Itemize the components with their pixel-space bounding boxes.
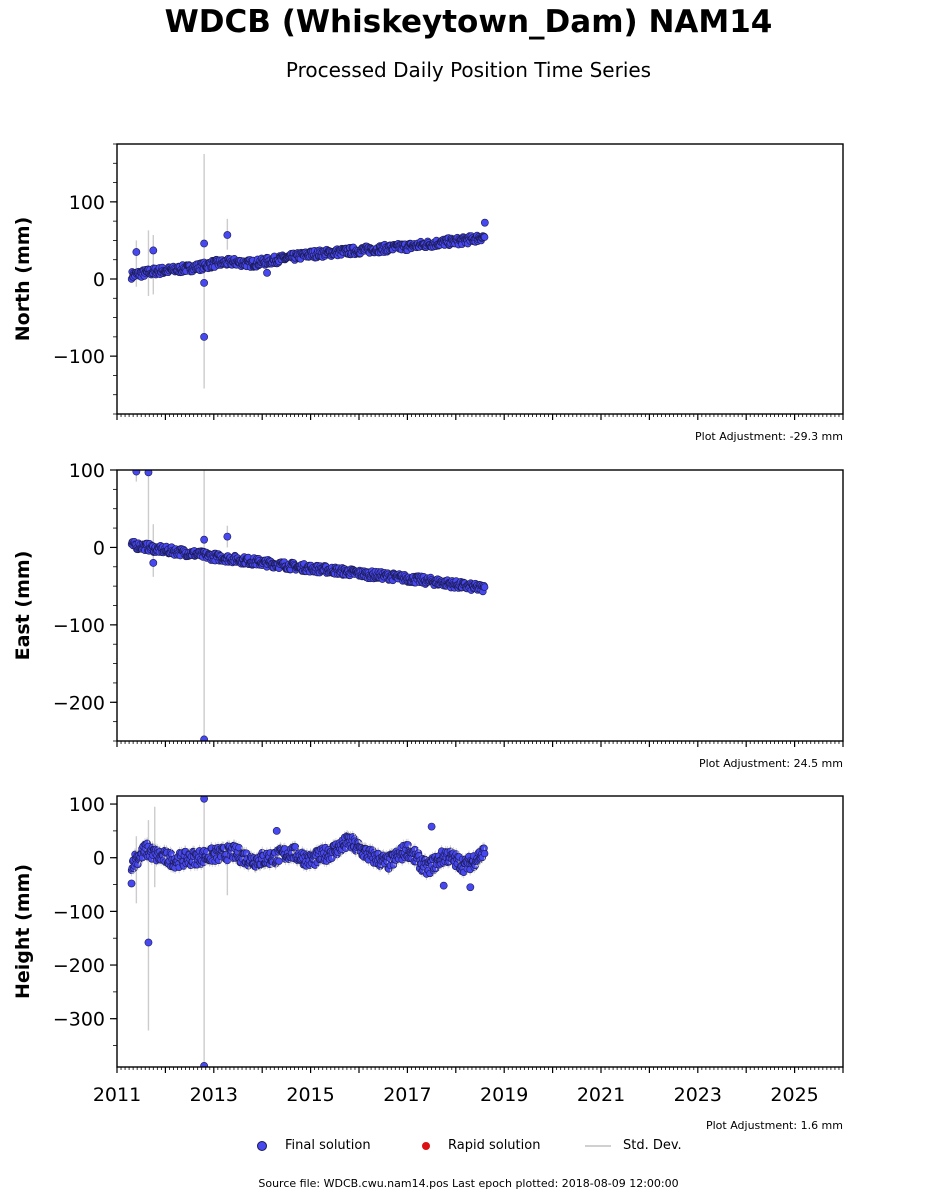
y-tick-label: −100	[53, 901, 105, 923]
final-solution-outlier	[427, 822, 436, 831]
final-solution-outlier	[200, 796, 209, 803]
plot-2-marks	[127, 796, 489, 1067]
plot-adjustment-label: Plot Adjustment: 24.5 mm	[699, 757, 843, 770]
chart-subtitle: Processed Daily Position Time Series	[285, 58, 652, 82]
y-tick-label: −200	[53, 692, 105, 714]
plot-frame	[116, 795, 844, 1068]
final-solution-outlier	[200, 1062, 209, 1067]
final-solution-point	[480, 233, 489, 241]
final-solution-outlier	[144, 938, 153, 947]
final-solution-outlier	[200, 735, 209, 741]
legend-final-label: Final solution	[285, 1138, 371, 1153]
legend-final: Final solution	[257, 1138, 371, 1153]
y-tick-label: 0	[93, 269, 105, 291]
plot-adjustment-label: Plot Adjustment: -29.3 mm	[695, 430, 843, 443]
y-axis-label: East (mm)	[12, 551, 34, 661]
final-solution-point	[480, 849, 489, 858]
legend-rapid-label: Rapid solution	[448, 1138, 541, 1153]
y-tick-label: −100	[53, 346, 105, 368]
plot-adjustment-label: Plot Adjustment: 1.6 mm	[706, 1119, 843, 1132]
stddev-line-icon	[585, 1144, 611, 1147]
y-tick-label: 0	[93, 537, 105, 559]
final-solution-outlier	[127, 879, 136, 888]
source-footer: Source file: WDCB.cwu.nam14.pos Last epo…	[258, 1177, 679, 1190]
final-solution-outlier	[132, 470, 141, 476]
legend-rapid: Rapid solution	[422, 1138, 540, 1153]
final-solution-outlier	[439, 881, 448, 890]
legend-stddev-label: Std. Dev.	[623, 1138, 682, 1153]
plot-1-marks	[127, 470, 489, 741]
chart-title: WDCB (Whiskeytown_Dam) NAM14	[164, 4, 773, 40]
y-tick-label: 100	[69, 192, 105, 214]
final-solution-point	[291, 843, 300, 851]
y-axis-label: North (mm)	[12, 217, 34, 342]
y-axis-label: Height (mm)	[12, 864, 34, 999]
final-solution-outlier	[200, 535, 209, 544]
x-tick-label: 2023	[674, 1084, 722, 1106]
legend-stddev: Std. Dev.	[585, 1138, 682, 1153]
y-tick-label: 0	[93, 848, 105, 870]
final-solution-outlier	[223, 231, 232, 239]
final-solution-outlier	[200, 278, 209, 287]
final-solution-outlier	[223, 532, 232, 541]
final-solution-outlier	[200, 239, 209, 248]
rapid-marker-icon	[422, 1141, 430, 1150]
plot-0-marks	[127, 154, 489, 389]
x-tick-label: 2025	[770, 1084, 818, 1106]
final-solution-outlier	[144, 470, 153, 477]
final-solution-outlier	[149, 559, 158, 567]
final-solution-point	[480, 583, 489, 591]
x-tick-label: 2015	[286, 1084, 334, 1106]
final-solution-outlier	[480, 218, 489, 227]
final-marker-icon	[257, 1140, 267, 1151]
final-solution-outlier	[200, 332, 209, 341]
legend: Final solution Rapid solution Std. Dev.	[0, 1138, 937, 1158]
plot-frame	[116, 469, 844, 742]
y-tick-label: −300	[53, 1009, 105, 1031]
final-solution-outlier	[149, 246, 158, 255]
final-solution-outlier	[466, 883, 475, 892]
final-solution-point	[275, 857, 283, 865]
y-tick-label: 100	[69, 460, 105, 482]
final-solution-point	[404, 841, 412, 849]
y-tick-label: 100	[69, 794, 105, 816]
x-tick-label: 2021	[577, 1084, 625, 1106]
x-tick-label: 2013	[190, 1084, 238, 1106]
x-tick-label: 2019	[480, 1084, 528, 1106]
final-solution-outlier	[272, 826, 281, 835]
x-tick-label: 2017	[383, 1084, 431, 1106]
plot-frame	[116, 143, 844, 415]
y-tick-label: −100	[53, 615, 105, 637]
final-solution-outlier	[132, 248, 141, 256]
x-tick-label: 2011	[93, 1084, 141, 1106]
final-solution-outlier	[263, 268, 271, 277]
y-tick-label: −200	[53, 955, 105, 977]
